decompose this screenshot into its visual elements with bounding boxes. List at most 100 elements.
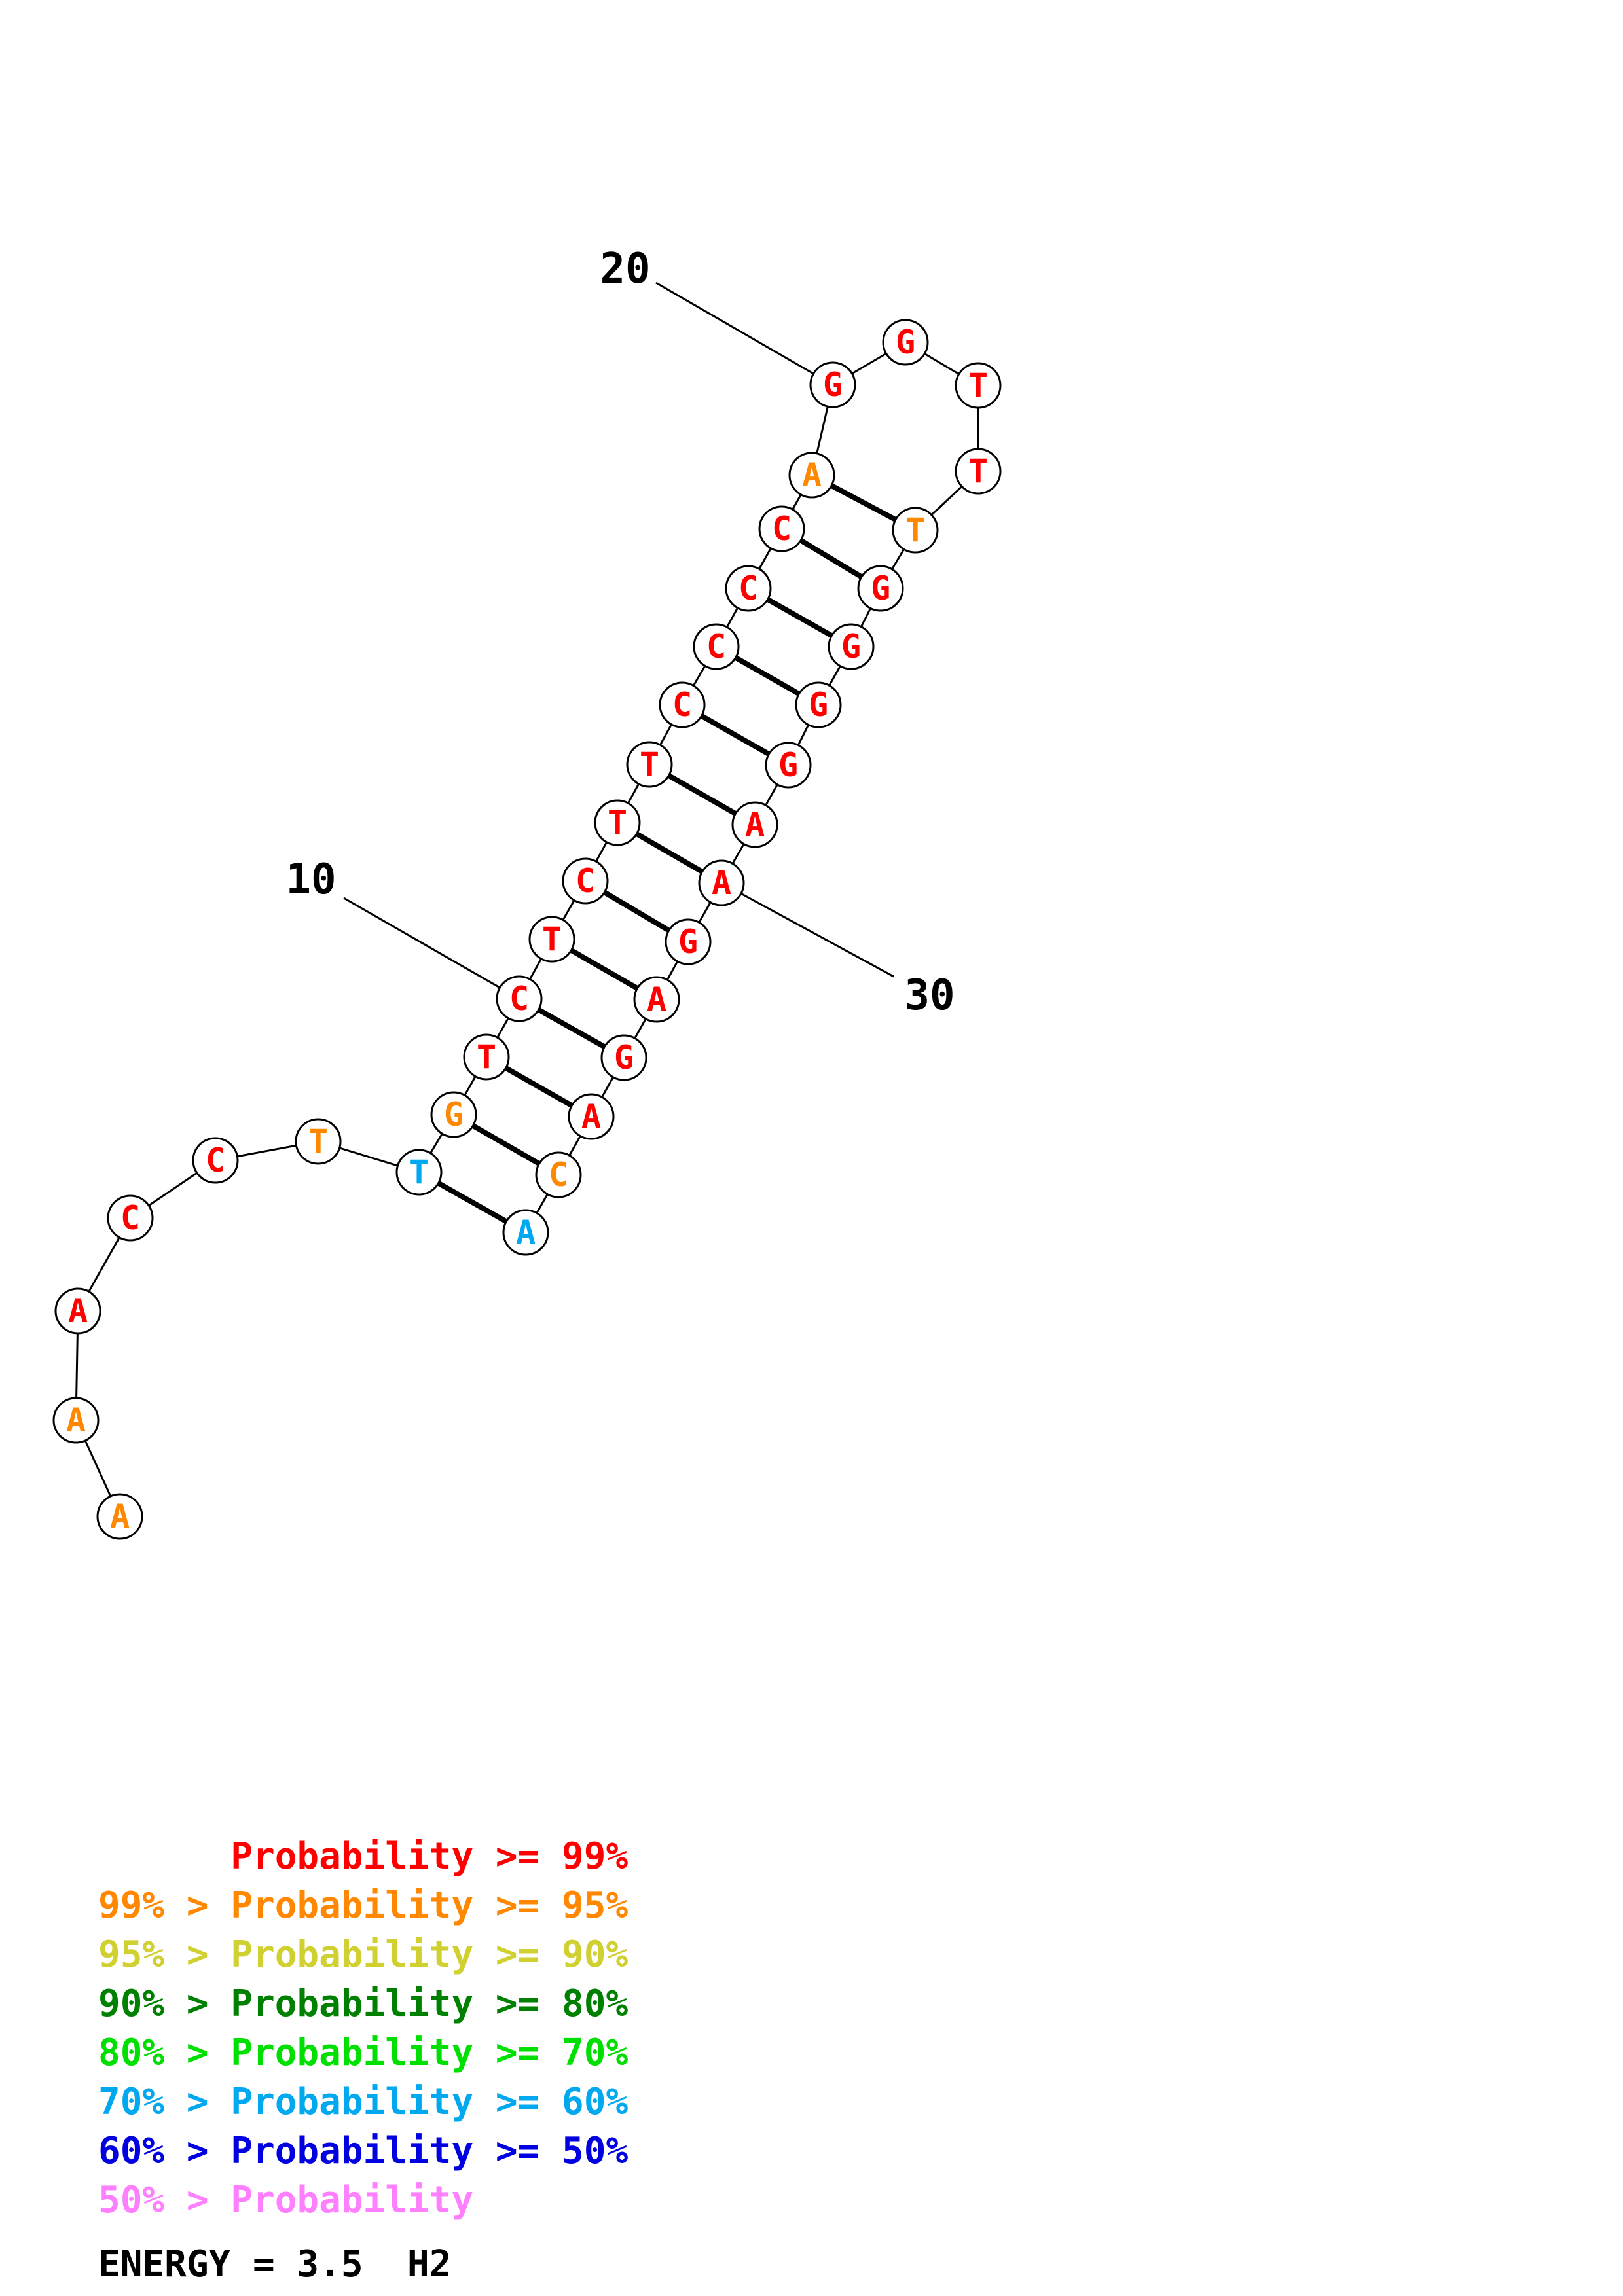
nucleotide-letter: A	[802, 456, 822, 494]
nucleotide-circle	[463, 1033, 510, 1081]
nucleotide: A	[633, 976, 680, 1023]
nucleotide-letter: T	[968, 452, 988, 490]
nucleotide-circle	[430, 1091, 477, 1138]
nucleotide: C	[107, 1194, 154, 1242]
nucleotide-letter: A	[712, 864, 731, 902]
index-label: 30	[904, 971, 955, 1020]
nucleotide-letter: A	[110, 1498, 130, 1535]
nucleotide-circle	[659, 681, 706, 728]
nucleotide-circle	[295, 1118, 342, 1165]
nucleotide-circle	[857, 565, 904, 612]
nucleotide-circle	[725, 565, 772, 612]
nucleotide-circle	[758, 505, 805, 552]
index-leader-line	[721, 882, 894, 978]
nucleotide-letter: T	[477, 1038, 496, 1076]
nucleotide-circle	[765, 742, 812, 789]
nucleotide: G	[857, 565, 904, 612]
nucleotide-letter: C	[672, 686, 692, 724]
nucleotide-letter: G	[823, 366, 843, 404]
nucleotide-letter: T	[409, 1153, 429, 1191]
nucleotide-letter: C	[739, 569, 758, 607]
nucleotide-letter: T	[905, 511, 925, 549]
nucleotide: C	[192, 1137, 239, 1184]
nucleotide: C	[496, 975, 543, 1022]
nucleotide-letter: T	[640, 745, 659, 783]
nucleotide: T	[626, 741, 673, 788]
nucleotide-letter: A	[66, 1401, 86, 1439]
nucleotide-circle	[502, 1209, 549, 1256]
nucleotide: A	[54, 1287, 101, 1335]
nucleotide: A	[568, 1093, 615, 1140]
base-pair-layer	[418, 473, 917, 1235]
nucleotide: G	[430, 1091, 477, 1138]
nucleotide: G	[882, 319, 929, 366]
nucleotide-letter: G	[614, 1039, 634, 1077]
nucleotide: T	[295, 1118, 342, 1165]
nucleotide: G	[828, 623, 875, 670]
nucleotide: A	[731, 801, 778, 848]
nucleotide-circle	[795, 681, 842, 728]
nucleotide-circle	[54, 1287, 101, 1335]
legend-entry: 95% > Probability >= 90%	[98, 1933, 628, 1976]
nucleotide-circle	[395, 1149, 443, 1196]
nucleotide-letter: C	[549, 1156, 568, 1194]
nucleotide-circle	[528, 916, 575, 963]
index-leader-line	[655, 281, 833, 386]
nucleotide-circle	[626, 741, 673, 788]
nucleotide: T	[955, 362, 1002, 409]
nucleotide: A	[788, 452, 835, 499]
nucleotide: C	[693, 623, 740, 670]
nucleotide-circle	[698, 859, 745, 906]
nucleotide: C	[535, 1151, 582, 1198]
index-leader-layer	[343, 281, 894, 1000]
nucleotide: T	[463, 1033, 510, 1081]
nucleotide-circle	[594, 799, 641, 846]
nucleotide: A	[52, 1397, 100, 1444]
nucleotide: A	[698, 859, 745, 906]
nucleotide: C	[562, 857, 609, 905]
nucleotide: A	[96, 1493, 143, 1540]
nucleotide: A	[502, 1209, 549, 1256]
nucleotide-circle	[562, 857, 609, 905]
legend-entry: Probability >= 99%	[98, 1835, 628, 1878]
nucleotide-letter: C	[509, 980, 529, 1018]
nucleotide-circle	[828, 623, 875, 670]
nucleotide-circle	[788, 452, 835, 499]
nucleotide-letter: G	[809, 686, 828, 724]
energy-label: ENERGY = 3.5 H2	[98, 2243, 451, 2286]
nucleotide-letter: T	[968, 367, 988, 404]
nucleotide-circle	[882, 319, 929, 366]
nucleotide-circle	[955, 362, 1002, 409]
nucleotide-circle	[568, 1093, 615, 1140]
legend-entry: 90% > Probability >= 80%	[98, 1982, 628, 2025]
nucleotide-circle	[96, 1493, 143, 1540]
nucleotide: T	[955, 448, 1002, 495]
nucleotide-letter: A	[581, 1098, 601, 1136]
nucleotide: G	[665, 918, 712, 965]
legend-entry: 70% > Probability >= 60%	[98, 2081, 628, 2123]
nucleotide-circle	[496, 975, 543, 1022]
nucleotide: C	[659, 681, 706, 728]
legend-entry: 80% > Probability >= 70%	[98, 2032, 628, 2074]
nucleotide-circle	[52, 1397, 100, 1444]
nucleotide-circle	[665, 918, 712, 965]
nucleotide-circle	[192, 1137, 239, 1184]
nucleotide-circle	[535, 1151, 582, 1198]
nucleotide-letter: G	[444, 1096, 464, 1134]
index-label-layer: 10 20 30	[285, 245, 955, 1020]
nucleotide-letter: C	[706, 628, 726, 666]
nucleotide-circle	[600, 1034, 647, 1081]
nucleotide-circle	[633, 976, 680, 1023]
legend-entry: 50% > Probability	[98, 2179, 473, 2221]
nucleotide: T	[892, 507, 939, 554]
nucleotide-circle	[107, 1194, 154, 1242]
nucleotide-letter: A	[68, 1292, 88, 1330]
nucleotide: T	[395, 1149, 443, 1196]
nucleotide-letter: G	[678, 923, 698, 961]
nucleotide: T	[528, 916, 575, 963]
nucleotide: T	[594, 799, 641, 846]
nucleotide: C	[725, 565, 772, 612]
nucleotide: G	[600, 1034, 647, 1081]
